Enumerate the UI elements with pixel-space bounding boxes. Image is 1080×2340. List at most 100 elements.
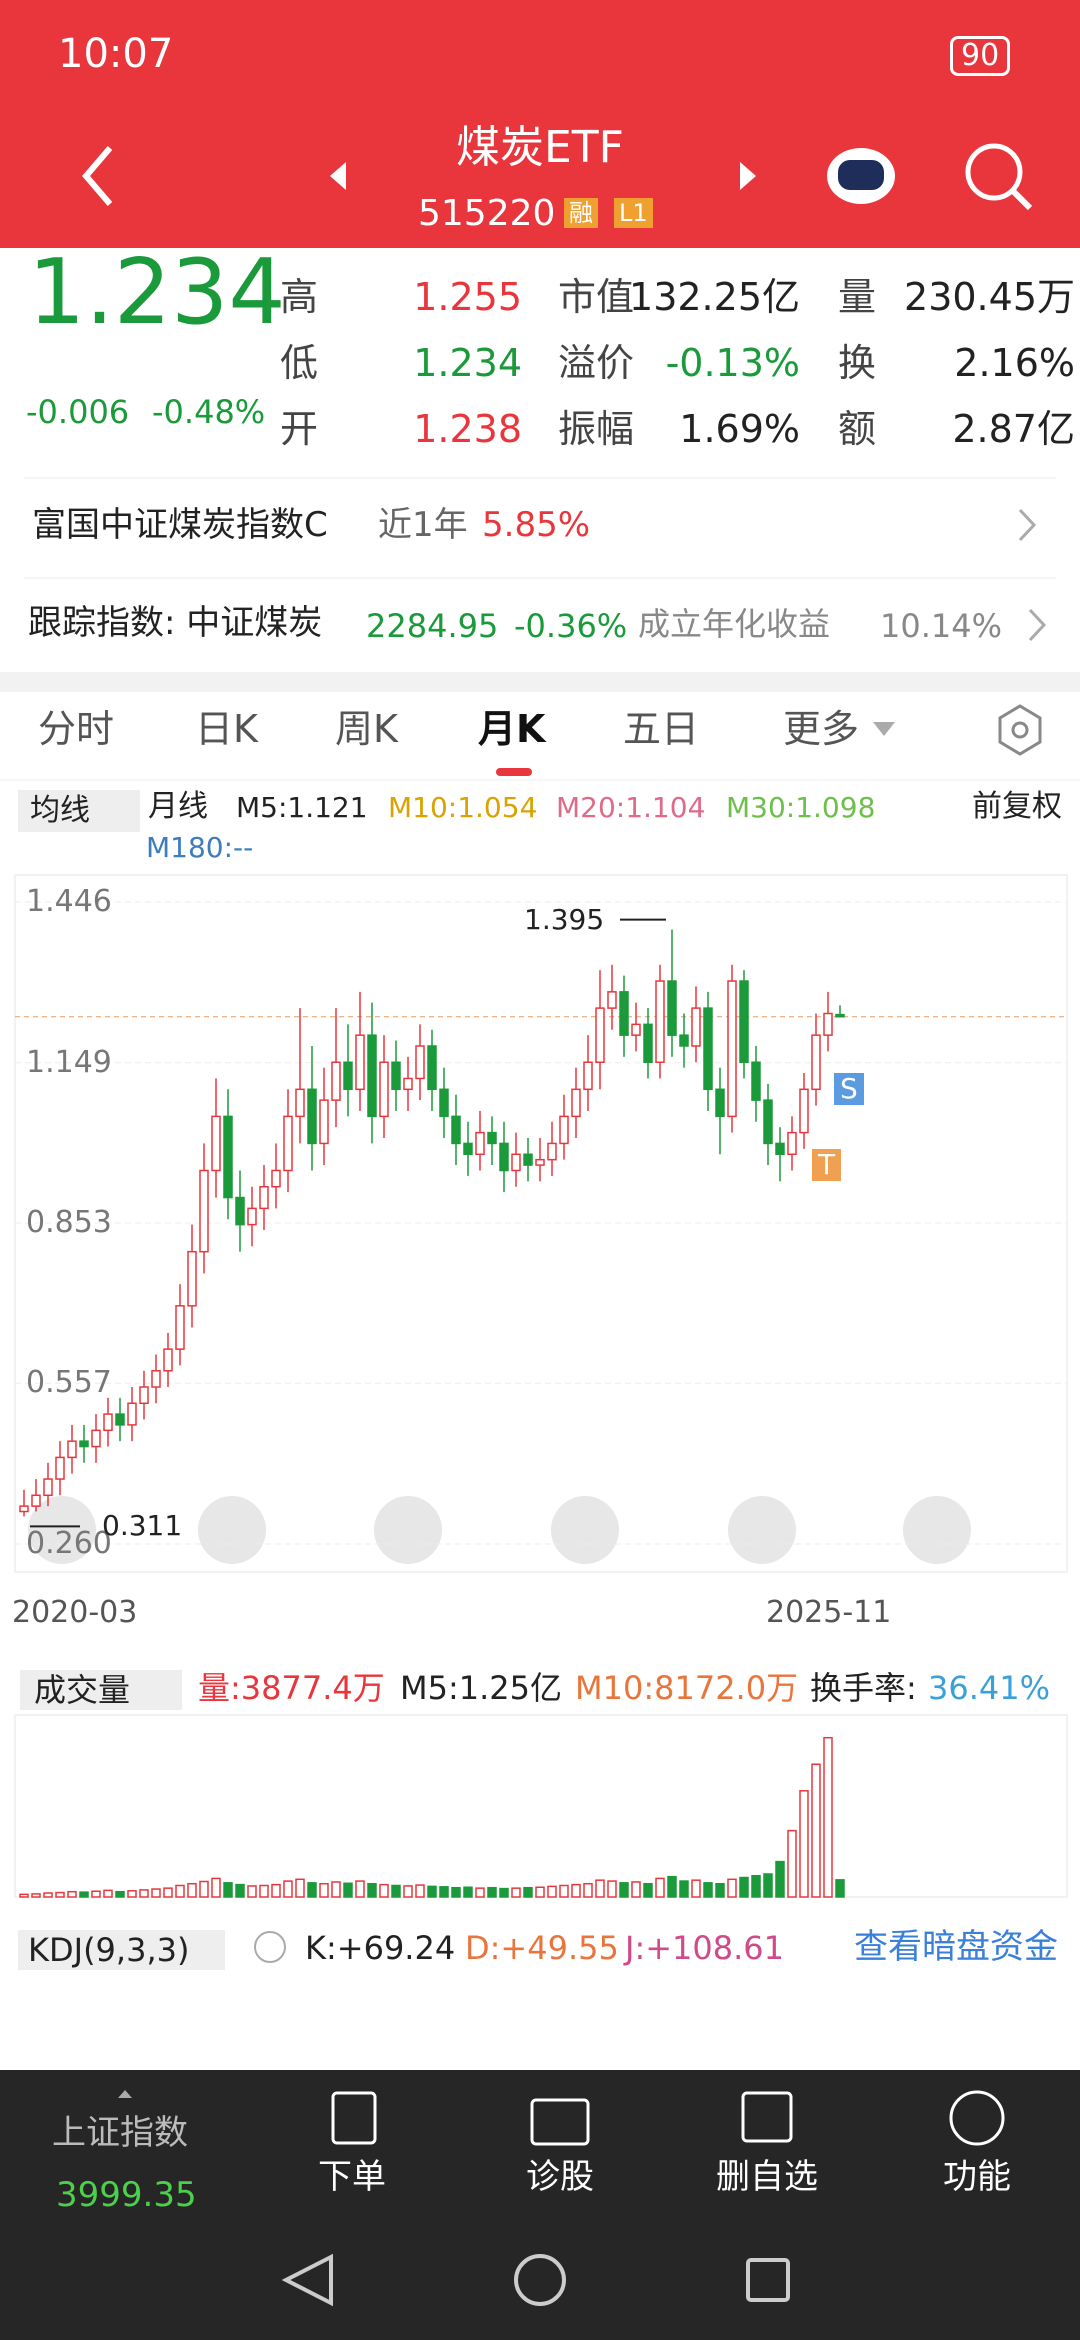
candle-body [283,1115,293,1172]
field-label: 振幅 [558,407,635,451]
volume-bar [715,1882,725,1898]
sys-recent[interactable] [746,2258,790,2302]
field-value: 1.234 [413,341,522,385]
volume-bar [595,1879,605,1898]
nav-item[interactable]: 诊股 [526,2157,594,2197]
volume-bar [535,1886,545,1898]
diag-icon[interactable] [530,2098,590,2146]
tab[interactable]: 分时 [38,707,115,751]
candle-body [679,1034,689,1047]
battery: 90 [950,36,1011,76]
candle-body [655,980,665,1063]
tab-indicator [496,768,532,776]
candle-body [199,1169,209,1253]
volume-bar [811,1763,821,1898]
candle-body [763,1099,773,1145]
y-tick-label: 0.260 [26,1526,112,1561]
marker-t: T [812,1149,842,1182]
nav-bg [0,2070,1080,2340]
volume-bar [307,1882,317,1898]
volume-bar [835,1879,845,1898]
change: -0.006 [26,393,130,431]
tab[interactable]: 五日 [623,707,700,751]
func-icon[interactable] [949,2090,1005,2146]
y-tick-label: 0.853 [26,1205,112,1240]
fund-name[interactable]: 富国中证煤炭指数C [32,505,328,545]
search-handle [1010,188,1033,211]
ma-selector[interactable]: 均线 [18,790,140,832]
volume-bar [547,1885,557,1898]
kdj-title[interactable]: KDJ(9,3,3) [18,1930,226,1970]
time: 10:07 [58,31,174,77]
search-icon[interactable] [965,143,1023,201]
candle-body [463,1142,473,1156]
y-tick-label: 0.557 [26,1365,112,1401]
candle-body [127,1402,137,1426]
volume-bar [187,1882,197,1898]
volume-bar [691,1879,701,1898]
candle-body [55,1456,65,1480]
ma-item: M5:1.121 [236,791,368,824]
zoom-out[interactable] [374,1496,442,1564]
title: 煤炭ETF [456,122,624,173]
volume-bar [343,1882,353,1898]
tab[interactable]: 周K [335,707,398,751]
volume-bar [55,1891,65,1898]
candle-body [403,1077,413,1091]
volume-bar [583,1882,593,1898]
volume-bar [19,1893,29,1898]
nav-item[interactable]: 下单 [318,2157,386,2197]
volume-bar [103,1889,113,1898]
volume-item: M5:1.25亿 [400,1669,563,1707]
tab[interactable]: 更多 [783,707,860,751]
volume-bar [355,1880,365,1898]
zoom-in[interactable] [198,1496,266,1564]
x-label: 2025-11 [766,1595,892,1630]
candle-body [583,1061,593,1091]
candle-body [31,1494,41,1507]
candle-body [355,1034,365,1091]
fullscreen[interactable] [903,1496,971,1564]
volume-item: 量:3877.4万 [198,1669,385,1707]
candle-body [295,1088,305,1118]
volume-bar [331,1881,341,1898]
order-icon[interactable] [331,2091,377,2145]
chevron[interactable] [1018,508,1037,542]
tab[interactable]: 日K [195,707,258,751]
prev-icon[interactable] [330,162,346,190]
help-icon[interactable] [254,1931,286,1963]
volume-bar [163,1887,173,1898]
ma-item: M20:1.104 [556,791,706,824]
chevron[interactable] [1028,608,1047,642]
sys-home[interactable] [514,2254,566,2306]
nav-index-name[interactable]: 上证指数 [52,2113,188,2153]
candle-body [703,1007,713,1091]
next-icon[interactable] [740,162,756,190]
volume-bar [475,1887,485,1898]
nav-item[interactable]: 功能 [943,2157,1011,2197]
pan-left[interactable] [28,1496,96,1564]
step-left[interactable] [551,1496,619,1564]
volume-bar [727,1878,737,1898]
sys-back[interactable] [281,2253,333,2307]
index-label[interactable]: 跟踪指数: 中证煤炭 [28,603,323,643]
back-icon[interactable] [82,146,113,206]
code: 515220 [418,193,556,234]
kdj-link[interactable]: 查看暗盘资金 [854,1927,1058,1967]
volume-bar [643,1882,653,1898]
settings-icon[interactable] [998,704,1042,756]
adjust[interactable]: 前复权 [972,789,1062,824]
candle-body [619,991,629,1036]
candle-body [19,1505,29,1513]
field-label: 换 [838,341,877,385]
step-right[interactable] [728,1496,796,1564]
candle-body [319,1099,329,1145]
nav-item[interactable]: 删自选 [716,2157,818,2197]
volume-bar [175,1884,185,1898]
tab[interactable]: 月K [478,707,546,751]
marker-s: S [834,1073,864,1106]
volume-bar [67,1890,77,1898]
remove-icon[interactable] [741,2091,793,2143]
volume-title[interactable]: 成交量 [20,1670,183,1710]
